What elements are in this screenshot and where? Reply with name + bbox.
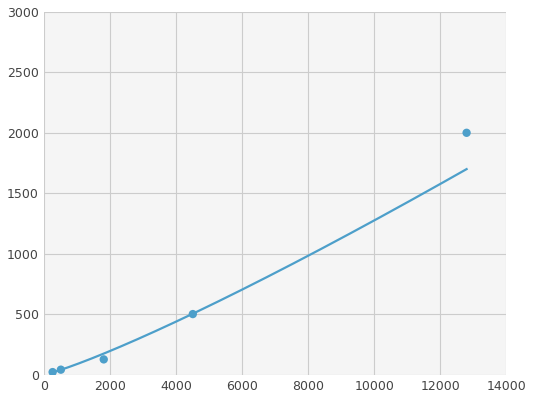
Point	[100, 356, 108, 362]
Point	[462, 130, 471, 136]
Point	[56, 366, 65, 373]
Point	[49, 369, 57, 375]
Point	[189, 311, 197, 317]
